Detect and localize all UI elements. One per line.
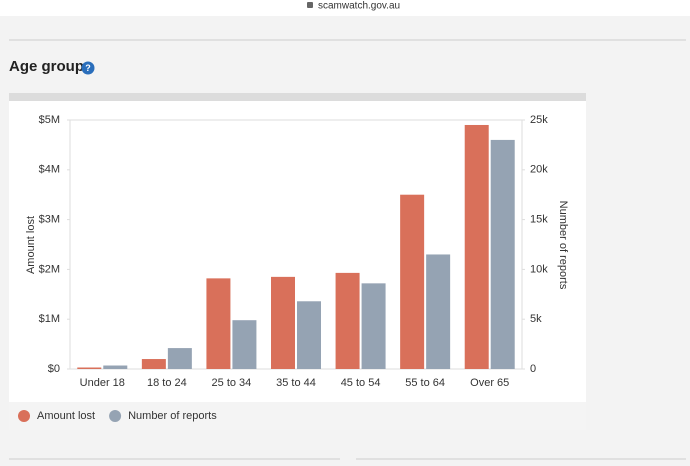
bar bbox=[464, 124, 489, 369]
help-icon-text: ? bbox=[85, 63, 91, 73]
bar bbox=[297, 301, 321, 369]
legend-label: Amount lost bbox=[37, 410, 95, 422]
bar bbox=[335, 272, 360, 369]
bar bbox=[400, 194, 425, 369]
bar bbox=[361, 283, 386, 369]
y2-tick-label: 25k bbox=[530, 114, 548, 126]
y2-tick-label: 15k bbox=[530, 214, 548, 226]
bar bbox=[426, 254, 451, 369]
y2-tick-label: 20k bbox=[530, 164, 548, 176]
x-tick-label: Over 65 bbox=[470, 377, 509, 389]
x-tick-label: 18 to 24 bbox=[147, 377, 187, 389]
help-icon[interactable] bbox=[81, 61, 95, 75]
bar bbox=[167, 348, 192, 369]
y-tick-label: $4M bbox=[39, 164, 60, 176]
chart-card bbox=[9, 93, 586, 430]
y-tick-label: $0 bbox=[48, 363, 60, 375]
x-tick-label: 35 to 44 bbox=[276, 377, 316, 389]
y2-tick-label: 5k bbox=[530, 313, 542, 325]
x-tick-label: 45 to 54 bbox=[341, 377, 381, 389]
legend-bg bbox=[9, 402, 586, 430]
plot-frame bbox=[69, 119, 523, 370]
browser-bar bbox=[0, 0, 690, 16]
legend-marker bbox=[18, 410, 30, 422]
bar bbox=[490, 139, 515, 369]
bar bbox=[141, 359, 166, 369]
y2-tick-label: 0 bbox=[530, 363, 536, 375]
y2-tick-label: 10k bbox=[530, 263, 548, 275]
legend-label: Number of reports bbox=[128, 410, 217, 422]
lock-icon bbox=[307, 2, 313, 8]
x-tick-label: Under 18 bbox=[80, 377, 125, 389]
y-tick-label: $2M bbox=[39, 263, 60, 275]
bar bbox=[103, 365, 128, 369]
url[interactable]: scamwatch.gov.au bbox=[318, 1, 400, 12]
bar bbox=[77, 367, 102, 369]
bar bbox=[232, 320, 257, 369]
heading: Age group bbox=[9, 58, 84, 75]
legend-marker bbox=[109, 410, 122, 422]
y2-axis-title: Number of reports bbox=[557, 201, 569, 290]
bar bbox=[271, 276, 295, 369]
y-tick-label: $1M bbox=[39, 313, 60, 325]
y-axis-title: Amount lost bbox=[25, 216, 37, 274]
card-strip bbox=[9, 93, 586, 101]
bar bbox=[206, 278, 231, 369]
y-tick-label: $5M bbox=[39, 114, 60, 126]
x-tick-label: 55 to 64 bbox=[405, 377, 445, 389]
x-tick-label: 25 to 34 bbox=[212, 377, 252, 389]
y-tick-label: $3M bbox=[39, 214, 60, 226]
